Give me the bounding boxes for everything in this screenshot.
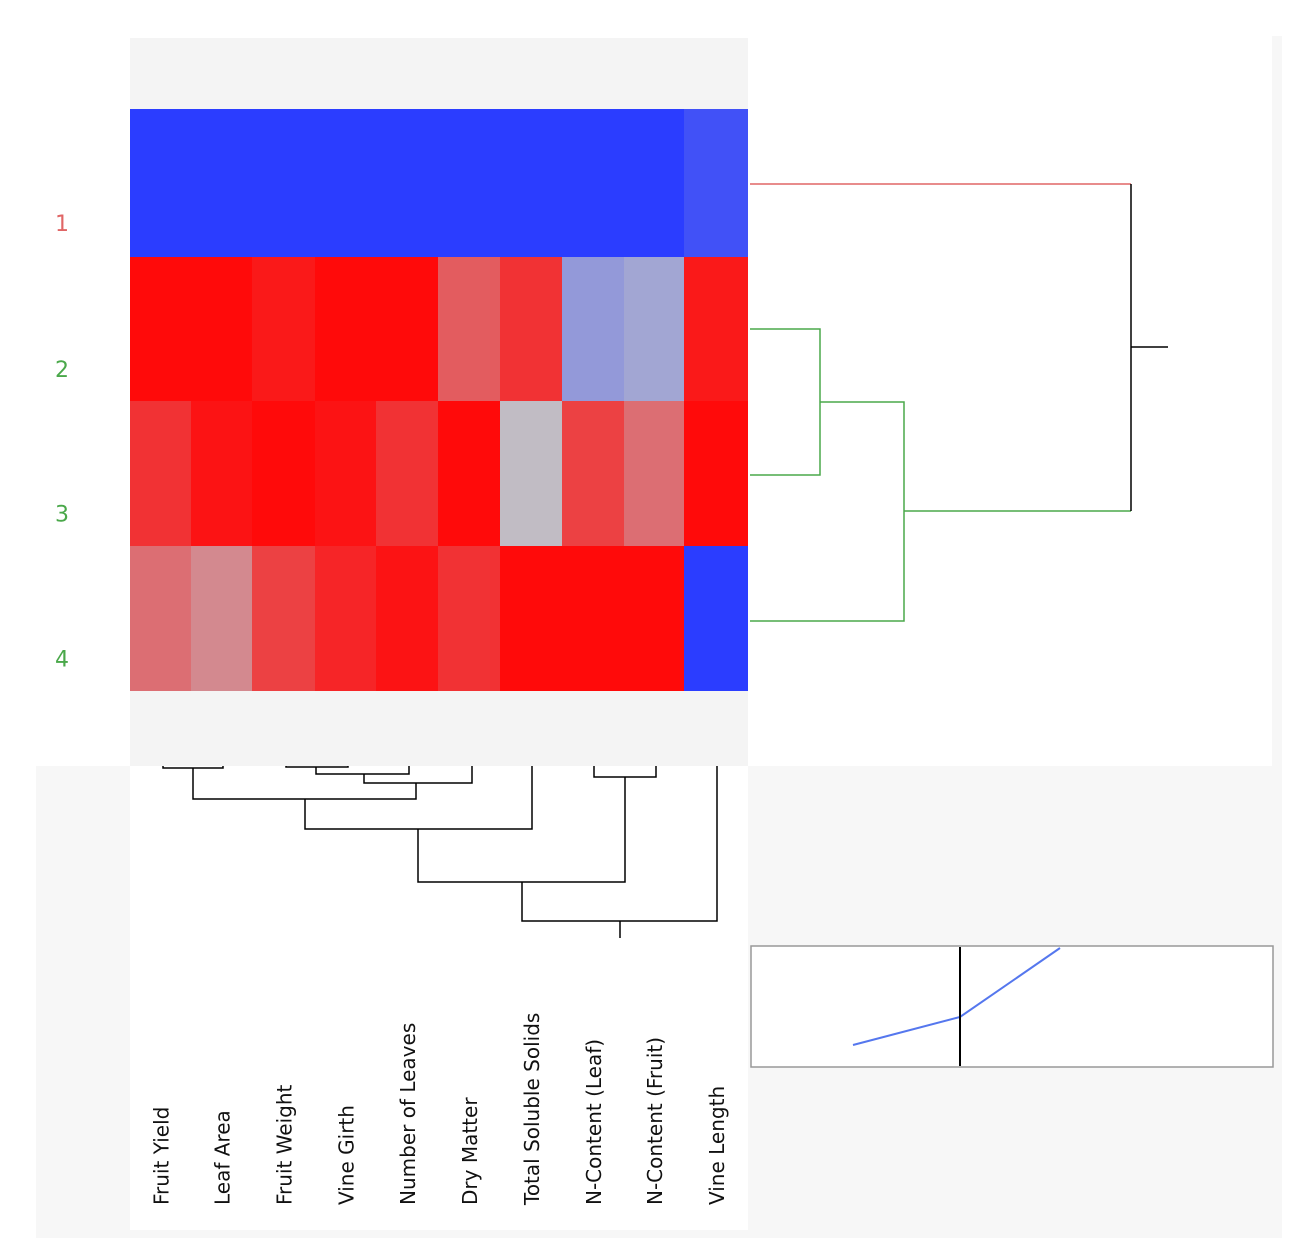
heatmap-cell bbox=[315, 257, 376, 401]
heatmap-cell bbox=[191, 257, 252, 401]
heatmap-cell bbox=[252, 257, 315, 401]
heatmap-cell bbox=[500, 546, 562, 691]
heatmap-cell bbox=[684, 109, 748, 257]
column-label: Number of Leaves bbox=[396, 1023, 420, 1205]
heatmap-cell bbox=[376, 546, 438, 691]
row-label: 3 bbox=[55, 503, 69, 528]
heatmap-cell bbox=[191, 546, 252, 691]
heatmap-cell bbox=[562, 546, 624, 691]
column-labels: Fruit Yield Leaf Area Fruit Weight Vine Gir… bbox=[150, 1013, 730, 1206]
heatmap-cell bbox=[438, 401, 500, 546]
distance-plot-frame bbox=[750, 945, 1274, 1068]
heatmap-cell bbox=[252, 401, 315, 546]
row-label: 2 bbox=[55, 358, 69, 383]
heatmap-cell bbox=[315, 401, 376, 546]
heatmap-cell bbox=[624, 546, 684, 691]
heatmap-cell bbox=[562, 257, 624, 401]
heatmap-cell bbox=[376, 109, 438, 257]
heatmap-cell bbox=[684, 257, 748, 401]
heatmap-cell bbox=[315, 546, 376, 691]
column-label: N-Content (Fruit) bbox=[643, 1037, 667, 1205]
heatmap-cell bbox=[500, 257, 562, 401]
column-dendrogram-branch bbox=[285, 766, 349, 768]
column-label: Vine Girth bbox=[335, 1105, 359, 1205]
heatmap-cell bbox=[130, 546, 191, 691]
heatmap-cell bbox=[130, 401, 191, 546]
heatmap-cell bbox=[315, 109, 376, 257]
row-label: 1 bbox=[55, 212, 69, 237]
column-label: Fruit Weight bbox=[273, 1084, 297, 1205]
heatmap-cell bbox=[684, 546, 748, 691]
heatmap-cell bbox=[252, 109, 315, 257]
column-label: Vine Length bbox=[705, 1086, 729, 1205]
heatmap-cell bbox=[624, 109, 684, 257]
column-labels-panel bbox=[130, 766, 748, 1230]
column-dendrogram-branch bbox=[363, 766, 473, 784]
heatmap-cell bbox=[438, 546, 500, 691]
heatmap-cell bbox=[376, 257, 438, 401]
heatmap-grid bbox=[130, 109, 748, 691]
heatmap-cell bbox=[376, 401, 438, 546]
heatmap-cell bbox=[500, 401, 562, 546]
heatmap-cell bbox=[438, 109, 500, 257]
heatmap-cell bbox=[562, 401, 624, 546]
heatmap-cell bbox=[130, 109, 191, 257]
column-label: Fruit Yield bbox=[150, 1107, 174, 1205]
heatmap-cell bbox=[624, 401, 684, 546]
column-label: Dry Matter bbox=[458, 1097, 482, 1205]
heatmap-cell bbox=[624, 257, 684, 401]
row-labels: 1 2 3 4 bbox=[55, 212, 69, 673]
heatmap-cell bbox=[500, 109, 562, 257]
heatmap-cell bbox=[130, 257, 191, 401]
heatmap-cell bbox=[191, 109, 252, 257]
column-dendrogram bbox=[162, 766, 718, 938]
column-label: N-Content (Leaf) bbox=[582, 1039, 606, 1205]
column-label: Leaf Area bbox=[211, 1110, 235, 1205]
heatmap-cell bbox=[684, 401, 748, 546]
heatmap-cell bbox=[438, 257, 500, 401]
row-dendrogram bbox=[750, 183, 1168, 622]
heatmap-cell bbox=[562, 109, 624, 257]
distance-plot bbox=[750, 945, 1274, 1068]
heatmap-cell bbox=[191, 401, 252, 546]
heatmap-cell bbox=[252, 546, 315, 691]
row-label: 4 bbox=[55, 648, 69, 673]
column-dendrogram-branch bbox=[315, 766, 410, 775]
column-label: Total Soluble Solids bbox=[520, 1013, 544, 1206]
